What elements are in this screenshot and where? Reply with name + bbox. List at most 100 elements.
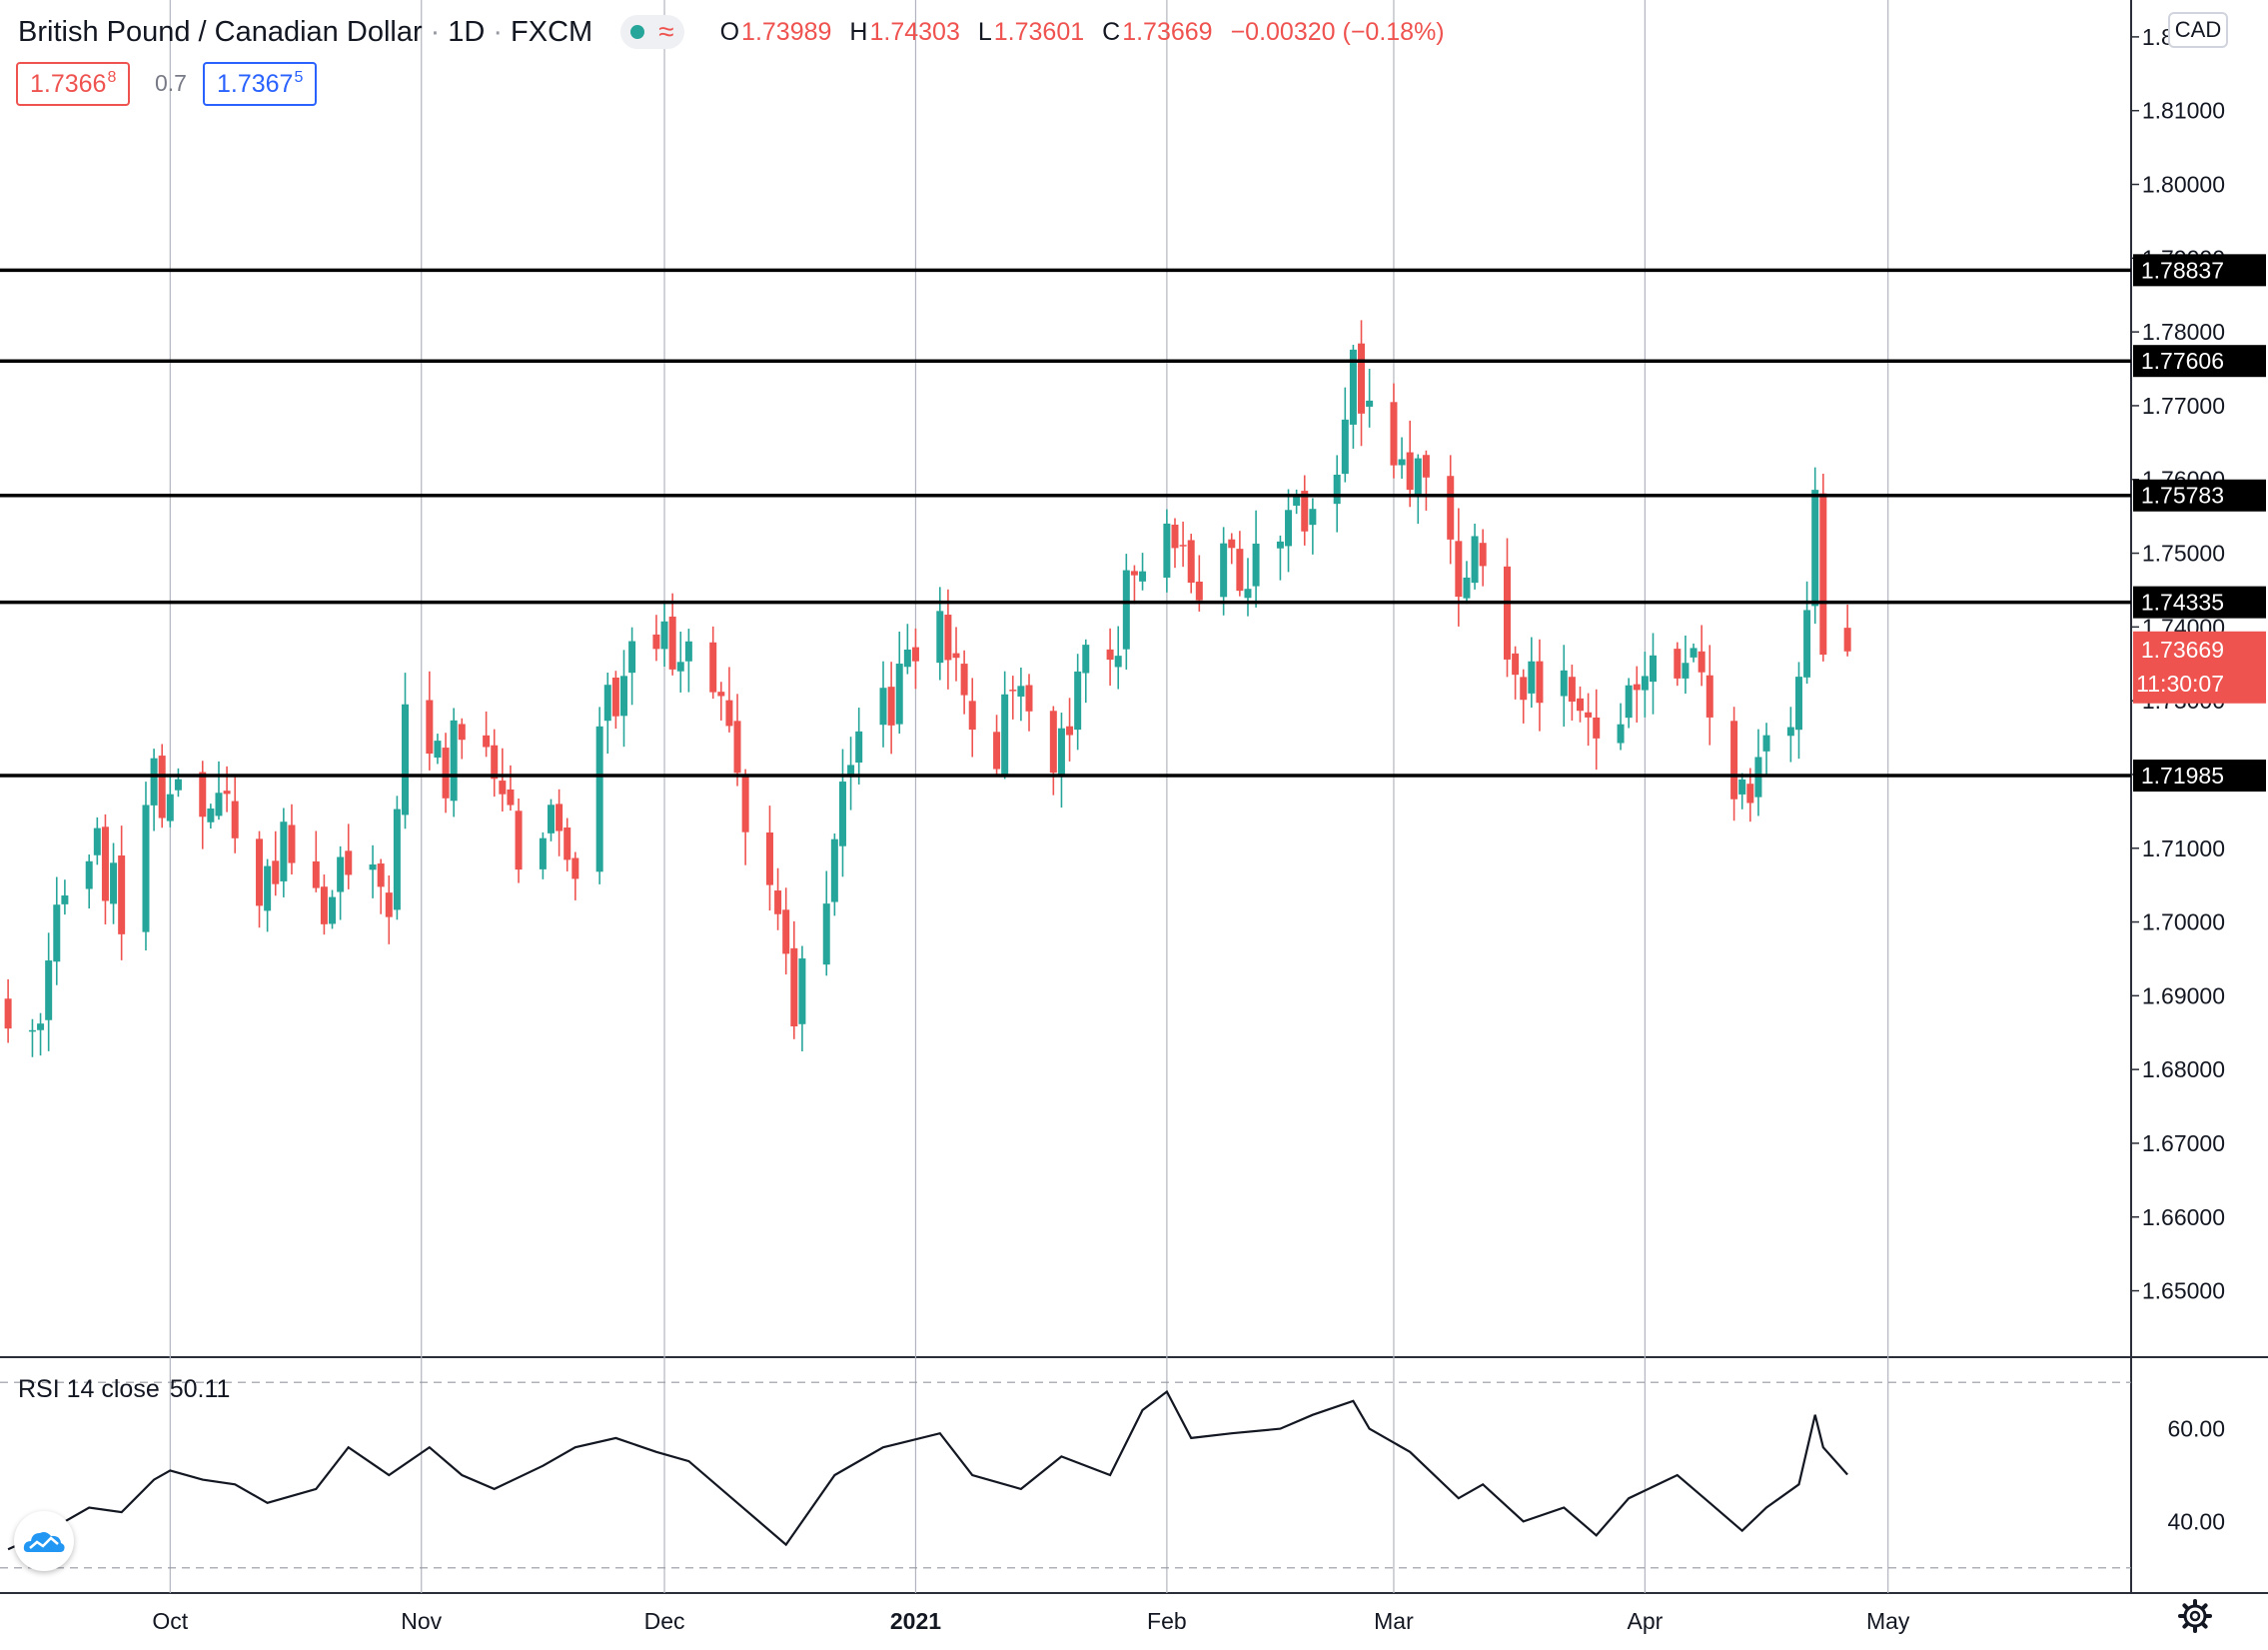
candle-up [369, 864, 377, 870]
candle-up [603, 685, 611, 722]
level-price-tag [2133, 254, 2266, 287]
price-axis-label: 1.67000 [2142, 1130, 2225, 1156]
candle-up [1139, 571, 1147, 582]
candle-down [4, 998, 12, 1029]
candle-up [1682, 663, 1690, 679]
candle-down [345, 850, 353, 875]
time-axis-label: Dec [644, 1608, 685, 1634]
candle-up [903, 649, 911, 668]
wave-icon[interactable]: ≈ [658, 16, 674, 47]
gear-icon[interactable] [2178, 1599, 2212, 1633]
candle-down [1171, 524, 1179, 549]
level-price-tag [2133, 345, 2266, 378]
buy-price-button[interactable]: 1.7367 5 [203, 62, 318, 106]
candle-down [1698, 651, 1705, 673]
candle-down [1179, 545, 1187, 547]
price-axis-label: 1.81000 [2142, 98, 2225, 124]
candle-up [1074, 671, 1082, 731]
time-axis-label: Apr [1627, 1608, 1663, 1634]
candle-up [1690, 648, 1698, 658]
change-value: −0.00320 (−0.18%) [1230, 17, 1445, 46]
candle-up [337, 856, 345, 892]
candle-up [822, 903, 830, 965]
candle-up [45, 960, 53, 1020]
candle-up [1560, 670, 1568, 697]
candle-down [564, 827, 571, 860]
candle-down [782, 909, 790, 954]
candle-down [312, 860, 320, 888]
candle-down [1406, 452, 1414, 491]
candle-down [765, 832, 773, 885]
candle-down [1843, 628, 1851, 652]
candle-down [1236, 549, 1244, 592]
candle-down [1066, 726, 1074, 736]
spread-value: 0.7 [155, 70, 187, 96]
candle-up [280, 822, 288, 881]
rsi-axis-label: 60.00 [2167, 1416, 2225, 1442]
candle-up [1309, 509, 1317, 526]
symbol-title[interactable]: British Pound / Canadian Dollar [18, 15, 423, 48]
candle-up [1252, 543, 1260, 587]
candle-up [1617, 724, 1625, 744]
candle-down [1512, 653, 1520, 676]
tradingview-cloud-icon[interactable] [14, 1511, 74, 1571]
candle-up [628, 641, 636, 674]
candle-up [215, 793, 223, 817]
candle-down [556, 804, 564, 831]
rsi-line[interactable] [7, 1389, 1848, 1551]
level-price-label: 1.71985 [2141, 763, 2224, 789]
candle-up [150, 758, 158, 806]
buy-price-main: 1.7367 [217, 69, 294, 98]
candle-down [1195, 581, 1203, 601]
candle-up [1333, 474, 1341, 505]
candle-down [377, 863, 385, 887]
time-axis-label: Feb [1147, 1608, 1187, 1634]
series-toggle[interactable]: ≈ [620, 15, 684, 49]
candle-down [491, 745, 499, 780]
candle-down [426, 700, 434, 755]
candle-up [847, 765, 855, 778]
candle-up [1163, 523, 1171, 578]
candle-up [855, 731, 863, 764]
candle-down [223, 791, 231, 795]
candle-up [1641, 676, 1649, 691]
candle-down [458, 724, 466, 741]
candle-up [1341, 419, 1349, 475]
candle-up [1794, 677, 1802, 731]
candle-up [37, 1023, 45, 1030]
sell-price-button[interactable]: 1.7366 8 [16, 62, 131, 106]
candle-up [1625, 685, 1633, 719]
ohlc-values: O1.73989 H1.74303 L1.73601 C1.73669 −0.0… [720, 18, 1445, 47]
candle-up [264, 865, 272, 911]
candle-up [1349, 349, 1357, 425]
candle-up [329, 896, 337, 924]
candle-down [1422, 455, 1430, 478]
candle-down [717, 692, 725, 697]
exchange-label: FXCM [511, 15, 593, 48]
chart-header: British Pound / Canadian Dollar · 1D · F… [18, 10, 1445, 54]
candle-down [231, 801, 239, 838]
candle-down [1009, 690, 1017, 692]
time-axis-label: Nov [401, 1608, 442, 1634]
candle-up [1244, 589, 1252, 599]
candle-down [1049, 711, 1057, 774]
candle-down [288, 825, 296, 863]
low-value: L1.73601 [977, 17, 1085, 46]
candle-up [142, 805, 150, 932]
currency-button[interactable]: CAD [2168, 12, 2228, 48]
interval-label[interactable]: 1D [448, 15, 486, 48]
candle-down [1479, 543, 1487, 567]
separator-dot: · [430, 15, 441, 48]
candle-up [1803, 610, 1811, 678]
candle-up [1471, 536, 1479, 584]
candle-up [1528, 661, 1536, 694]
rsi-legend[interactable]: RSI 14 close 50.11 [18, 1375, 230, 1404]
candle-down [118, 855, 126, 934]
eye-dot-icon[interactable] [630, 25, 645, 39]
candle-up [1811, 490, 1819, 607]
level-price-tag [2133, 479, 2266, 512]
candle-down [1593, 717, 1601, 739]
rsi-label: RSI 14 close [18, 1375, 160, 1403]
